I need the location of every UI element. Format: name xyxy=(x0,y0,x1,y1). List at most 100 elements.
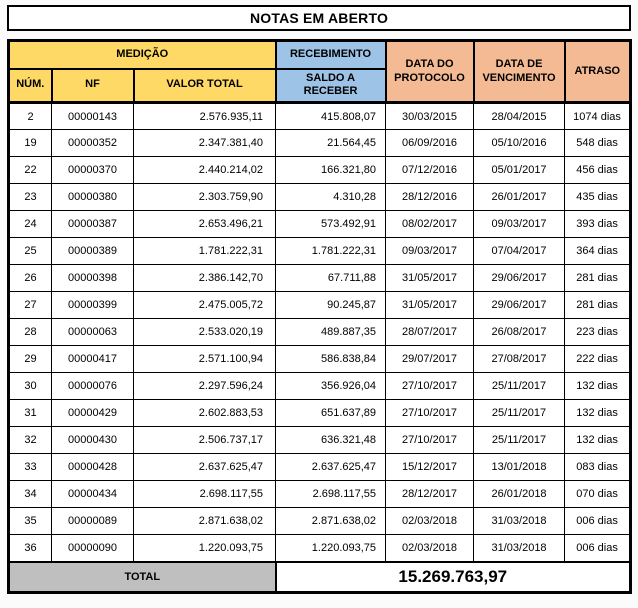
cell-atraso: 006 dias xyxy=(564,534,632,562)
cell-num: 22 xyxy=(8,156,52,184)
header-row-columns: NÚM. NF VALOR TOTAL SALDO A RECEBER xyxy=(7,67,631,104)
cell-num: 25 xyxy=(8,237,52,265)
cell-vencimento: 25/11/2017 xyxy=(473,399,566,427)
cell-valor-total: 2.297.596,24 xyxy=(132,372,277,400)
cell-vencimento: 05/10/2016 xyxy=(473,129,566,157)
header-medicao: MEDIÇÃO xyxy=(7,39,277,70)
cell-atraso: 1074 dias xyxy=(564,102,632,130)
cell-valor-total: 2.571.100,94 xyxy=(132,345,277,373)
cell-valor-total: 2.440.214,02 xyxy=(132,156,277,184)
table-row: 35 00000089 2.871.638,02 2.871.638,02 02/03/… xyxy=(8,507,632,535)
cell-protocolo: 06/09/2016 xyxy=(385,129,475,157)
cell-atraso: 435 dias xyxy=(564,183,632,211)
cell-saldo-a-receber: 651.637,89 xyxy=(275,399,387,427)
cell-saldo-a-receber: 489.887,35 xyxy=(275,318,387,346)
cell-atraso: 456 dias xyxy=(564,156,632,184)
notas-em-aberto-table: MEDIÇÃO RECEBIMENTO DATA DO PROTOCOLO DA… xyxy=(7,39,633,594)
cell-saldo-a-receber: 356.926,04 xyxy=(275,372,387,400)
cell-protocolo: 28/07/2017 xyxy=(385,318,475,346)
cell-num: 36 xyxy=(8,534,52,562)
cell-nf: 00000399 xyxy=(51,291,134,319)
cell-protocolo: 15/12/2017 xyxy=(385,453,475,481)
cell-saldo-a-receber: 2.871.638,02 xyxy=(275,507,387,535)
cell-atraso: 132 dias xyxy=(564,372,632,400)
cell-saldo-a-receber: 2.637.625,47 xyxy=(275,453,387,481)
cell-nf: 00000398 xyxy=(51,264,134,292)
cell-saldo-a-receber: 636.321,48 xyxy=(275,426,387,454)
cell-nf: 00000143 xyxy=(51,102,134,130)
cell-vencimento: 07/04/2017 xyxy=(473,237,566,265)
cell-vencimento: 26/01/2018 xyxy=(473,480,566,508)
table-row: 26 00000398 2.386.142,70 67.711,88 31/05/201… xyxy=(8,264,632,292)
table-row: 30 00000076 2.297.596,24 356.926,04 27/10/20… xyxy=(8,372,632,400)
cell-protocolo: 02/03/2018 xyxy=(385,507,475,535)
cell-vencimento: 25/11/2017 xyxy=(473,426,566,454)
cell-num: 32 xyxy=(8,426,52,454)
cell-vencimento: 31/03/2018 xyxy=(473,507,566,535)
cell-atraso: 393 dias xyxy=(564,210,632,238)
cell-atraso: 132 dias xyxy=(564,426,632,454)
cell-protocolo: 27/10/2017 xyxy=(385,399,475,427)
cell-atraso: 281 dias xyxy=(564,291,632,319)
cell-nf: 00000352 xyxy=(51,129,134,157)
cell-num: 24 xyxy=(8,210,52,238)
cell-protocolo: 31/05/2017 xyxy=(385,291,475,319)
table-row: 24 00000387 2.653.496,21 573.492,91 08/02/20… xyxy=(8,210,632,238)
cell-atraso: 070 dias xyxy=(564,480,632,508)
cell-saldo-a-receber: 166.321,80 xyxy=(275,156,387,184)
cell-valor-total: 2.303.759,90 xyxy=(132,183,277,211)
cell-nf: 00000076 xyxy=(51,372,134,400)
cell-saldo-a-receber: 90.245,87 xyxy=(275,291,387,319)
cell-nf: 00000089 xyxy=(51,507,134,535)
cell-saldo-a-receber: 586.838,84 xyxy=(275,345,387,373)
cell-num: 28 xyxy=(8,318,52,346)
cell-valor-total: 1.781.222,31 xyxy=(132,237,277,265)
table-row: 19 00000352 2.347.381,40 21.564,45 06/09/201… xyxy=(8,129,632,157)
cell-saldo-a-receber: 1.781.222,31 xyxy=(275,237,387,265)
cell-protocolo: 02/03/2018 xyxy=(385,534,475,562)
cell-protocolo: 07/12/2016 xyxy=(385,156,475,184)
cell-nf: 00000370 xyxy=(51,156,134,184)
title-box: NOTAS EM ABERTO xyxy=(7,5,631,31)
cell-nf: 00000430 xyxy=(51,426,134,454)
cell-protocolo: 27/10/2017 xyxy=(385,426,475,454)
header-atraso: ATRASO xyxy=(563,39,632,104)
cell-vencimento: 05/01/2017 xyxy=(473,156,566,184)
cell-atraso: 223 dias xyxy=(564,318,632,346)
table-row: 23 00000380 2.303.759,90 4.310,28 28/12/2016… xyxy=(8,183,632,211)
cell-vencimento: 25/11/2017 xyxy=(473,372,566,400)
cell-vencimento: 27/08/2017 xyxy=(473,345,566,373)
cell-valor-total: 2.576.935,11 xyxy=(132,102,277,130)
cell-saldo-a-receber: 21.564,45 xyxy=(275,129,387,157)
cell-nf: 00000389 xyxy=(51,237,134,265)
table-row: 31 00000429 2.602.883,53 651.637,89 27/10/20… xyxy=(8,399,632,427)
cell-atraso: 083 dias xyxy=(564,453,632,481)
cell-nf: 00000429 xyxy=(51,399,134,427)
cell-valor-total: 2.533.020,19 xyxy=(132,318,277,346)
cell-protocolo: 28/12/2017 xyxy=(385,480,475,508)
cell-saldo-a-receber: 415.808,07 xyxy=(275,102,387,130)
table-row: 28 00000063 2.533.020,19 489.887,35 28/07/20… xyxy=(8,318,632,346)
cell-protocolo: 27/10/2017 xyxy=(385,372,475,400)
table-row: 27 00000399 2.475.005,72 90.245,87 31/05/201… xyxy=(8,291,632,319)
cell-nf: 00000428 xyxy=(51,453,134,481)
cell-nf: 00000434 xyxy=(51,480,134,508)
cell-atraso: 132 dias xyxy=(564,399,632,427)
cell-nf: 00000380 xyxy=(51,183,134,211)
header-valor-total: VALOR TOTAL xyxy=(132,67,277,104)
cell-valor-total: 2.653.496,21 xyxy=(132,210,277,238)
cell-saldo-a-receber: 2.698.117,55 xyxy=(275,480,387,508)
cell-valor-total: 2.602.883,53 xyxy=(132,399,277,427)
cell-saldo-a-receber: 4.310,28 xyxy=(275,183,387,211)
cell-atraso: 006 dias xyxy=(564,507,632,535)
cell-atraso: 364 dias xyxy=(564,237,632,265)
table-row: 36 00000090 1.220.093,75 1.220.093,75 02/03/… xyxy=(8,534,632,562)
total-row: TOTAL 15.269.763,97 xyxy=(7,560,632,594)
cell-atraso: 222 dias xyxy=(564,345,632,373)
cell-nf: 00000063 xyxy=(51,318,134,346)
cell-valor-total: 2.871.638,02 xyxy=(132,507,277,535)
cell-saldo-a-receber: 67.711,88 xyxy=(275,264,387,292)
table-row: 34 00000434 2.698.117,55 2.698.117,55 28/12/… xyxy=(8,480,632,508)
cell-protocolo: 29/07/2017 xyxy=(385,345,475,373)
header-data-do-protocolo: DATA DO PROTOCOLO xyxy=(384,39,475,104)
